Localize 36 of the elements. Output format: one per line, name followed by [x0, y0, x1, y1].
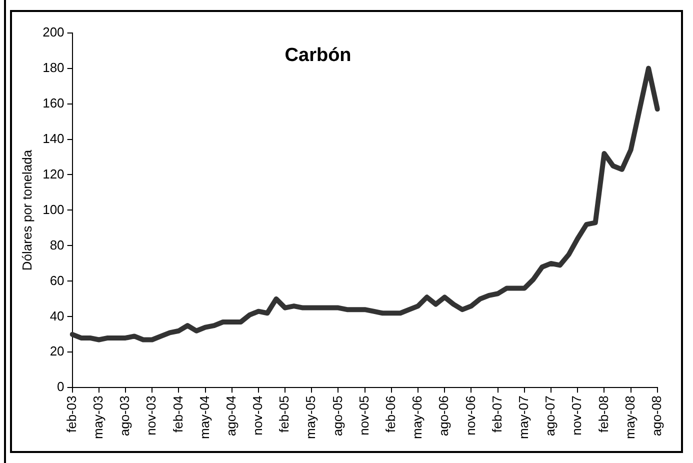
y-tick-label: 60	[50, 272, 64, 288]
x-tick-label: may-07	[516, 396, 531, 440]
x-tick-label: may-08	[622, 396, 638, 440]
x-tick-label: nov-07	[569, 396, 584, 436]
y-tick-label: 100	[42, 202, 64, 217]
x-tick-label: feb-03	[64, 396, 79, 433]
x-tick-label: ago-07	[542, 396, 558, 436]
x-tick-label: nov-04	[250, 396, 266, 436]
x-tick-label: feb-06	[383, 396, 398, 433]
x-tick-label: nov-06	[462, 396, 478, 436]
y-tick-label: 180	[42, 60, 64, 75]
x-tick-label: ago-06	[436, 396, 452, 436]
y-tick-label: 140	[42, 130, 64, 146]
x-tick-label: ago-05	[330, 396, 345, 436]
x-tick-label: ago-03	[117, 396, 132, 436]
y-axis-title: Dólares por tonelada	[19, 149, 34, 271]
x-tick-label: feb-07	[489, 396, 504, 433]
y-tick-label: 20	[50, 344, 64, 359]
text: Carbón	[284, 45, 352, 66]
x-tick-label: may-05	[303, 396, 318, 440]
y-tick-label: 80	[50, 237, 64, 252]
x-tick-label: ago-08	[648, 396, 664, 436]
x-tick-label: may-04	[196, 396, 212, 440]
y-tick-label: 40	[50, 308, 64, 324]
x-tick-label: feb-05	[276, 396, 292, 433]
y-tick-label: 0	[57, 379, 64, 394]
x-tick-label: may-06	[410, 396, 425, 440]
y-tick-label: 120	[42, 166, 64, 182]
x-tick-label: nov-05	[356, 396, 372, 436]
x-tick-label: ago-04	[223, 396, 238, 436]
x-tick-label: nov-03	[144, 396, 159, 436]
x-tick-label: feb-08	[596, 396, 611, 433]
y-tick-label: 160	[42, 95, 64, 110]
x-tick-label: feb-04	[170, 396, 186, 433]
y-tick-label: 200	[42, 24, 64, 40]
x-tick-label: may-03	[90, 396, 106, 440]
